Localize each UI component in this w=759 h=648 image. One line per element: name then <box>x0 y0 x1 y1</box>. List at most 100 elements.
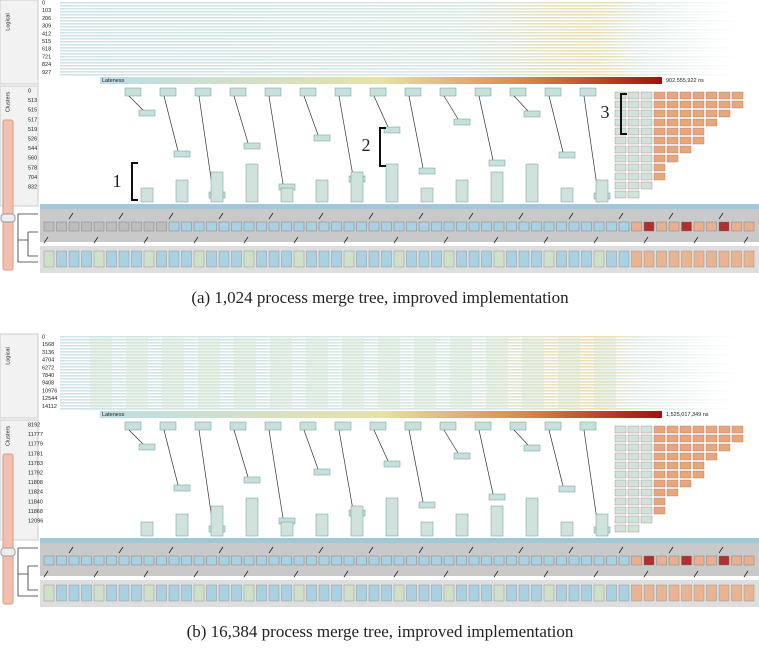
merge-line <box>373 429 389 462</box>
event-box <box>381 584 392 602</box>
message-line <box>43 236 49 244</box>
late-cluster-box <box>640 127 653 136</box>
event-box <box>431 221 442 232</box>
event-box <box>493 555 505 566</box>
event-box <box>618 221 630 232</box>
late-cluster-box <box>627 506 640 515</box>
cluster-stack <box>595 513 609 537</box>
event-box <box>618 584 630 602</box>
lateness-max: 902,555,922 ns <box>666 78 704 84</box>
event-box <box>418 221 430 232</box>
event-box <box>168 250 180 268</box>
merge-line <box>338 95 354 177</box>
cluster-row-label: 515 <box>28 108 37 114</box>
message-line <box>118 546 124 554</box>
event-box <box>318 584 330 602</box>
cluster-box <box>453 118 471 126</box>
event-box <box>406 221 417 232</box>
event-box <box>231 584 242 602</box>
event-box <box>568 250 580 268</box>
message-line <box>143 236 149 244</box>
cluster-stack <box>245 163 259 203</box>
event-box <box>156 250 167 268</box>
late-cluster-box <box>614 479 627 488</box>
cluster-row-label: 11781 <box>28 451 43 457</box>
cluster-box <box>404 87 422 97</box>
merge-line <box>583 95 599 194</box>
message-line <box>168 212 174 220</box>
logical-stripe <box>60 74 742 76</box>
event-box <box>143 555 155 566</box>
late-cluster-box <box>640 434 653 443</box>
logical-stripe <box>60 71 718 73</box>
event-box <box>681 555 692 566</box>
event-box <box>81 584 92 602</box>
late-cluster-box <box>692 461 705 470</box>
cluster-row-label: 704 <box>28 175 37 181</box>
cluster-box <box>159 421 177 431</box>
late-cluster-box <box>679 109 692 118</box>
event-box <box>218 555 230 566</box>
late-cluster-box <box>640 479 653 488</box>
event-box <box>456 584 467 602</box>
late-cluster-box <box>614 470 627 479</box>
cluster-box <box>173 150 191 158</box>
event-box <box>468 584 480 602</box>
late-cluster-box <box>679 127 692 136</box>
cluster-stack <box>210 171 224 203</box>
late-cluster-box <box>627 190 640 199</box>
logical-block <box>234 338 256 408</box>
cluster-box <box>488 159 506 167</box>
event-box <box>68 221 80 232</box>
panel: Logical0103206309412515618721824927Laten… <box>0 0 759 307</box>
event-box <box>481 221 492 232</box>
event-box <box>93 250 105 268</box>
event-box <box>268 221 280 232</box>
event-box <box>168 555 180 566</box>
event-box <box>281 221 292 232</box>
event-box <box>156 221 167 232</box>
cluster-box <box>523 110 541 118</box>
late-cluster-box <box>653 434 666 443</box>
message-line <box>543 236 549 244</box>
logical-stripe <box>60 47 742 49</box>
message-line <box>568 546 574 554</box>
logical-row-label: 103 <box>42 8 51 14</box>
message-line <box>43 570 49 578</box>
event-box <box>268 250 280 268</box>
event-box <box>593 555 605 566</box>
event-box <box>318 221 330 232</box>
late-cluster-box <box>653 506 666 515</box>
late-cluster-box <box>679 461 692 470</box>
cluster-stack <box>490 505 504 537</box>
event-box <box>68 555 80 566</box>
event-box <box>418 584 430 602</box>
annotation: 3 <box>601 102 610 122</box>
event-box <box>393 221 405 232</box>
cluster-stack <box>280 521 294 537</box>
cluster-box <box>138 443 156 451</box>
event-box <box>331 250 342 268</box>
late-cluster-box <box>640 452 653 461</box>
message-line <box>93 236 99 244</box>
event-box <box>743 555 755 566</box>
late-cluster-box <box>666 452 679 461</box>
logical-row-label: 927 <box>42 70 51 76</box>
event-box <box>643 221 655 232</box>
event-box <box>731 584 742 602</box>
late-cluster-box <box>614 434 627 443</box>
event-box <box>618 250 630 268</box>
cluster-stack <box>385 163 399 203</box>
event-box <box>668 221 680 232</box>
cluster-box <box>544 421 562 431</box>
cluster-stack <box>420 521 434 537</box>
cluster-box <box>418 501 436 509</box>
late-cluster-box <box>679 100 692 109</box>
late-cluster-box <box>653 488 666 497</box>
cluster-box <box>229 87 247 97</box>
cluster-row-label: 8192 <box>28 422 40 428</box>
event-box <box>706 584 717 602</box>
event-box <box>306 555 317 566</box>
logical-stripe <box>60 44 718 46</box>
late-cluster-box <box>692 109 705 118</box>
